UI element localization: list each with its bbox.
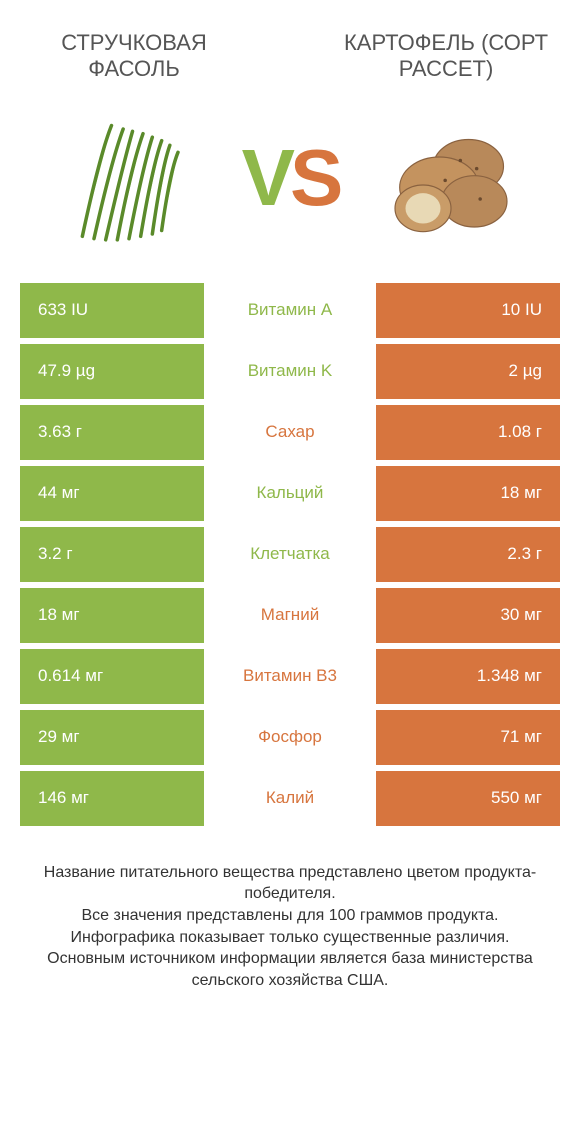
value-left: 0.614 мг (20, 649, 204, 704)
nutrient-label: Витамин B3 (204, 649, 377, 704)
nutrient-label: Магний (204, 588, 377, 643)
table-row: 633 IUВитамин A10 IU (20, 283, 560, 338)
footer-text: Название питательного вещества представл… (0, 832, 580, 992)
value-left: 146 мг (20, 771, 204, 826)
value-right: 18 мг (376, 466, 560, 521)
table-row: 3.63 гСахар1.08 г (20, 405, 560, 460)
nutrient-label: Клетчатка (204, 527, 377, 582)
value-left: 44 мг (20, 466, 204, 521)
vs-v: V (242, 133, 290, 222)
value-left: 633 IU (20, 283, 204, 338)
vs-label: VS (242, 132, 339, 224)
table-row: 47.9 µgВитамин K2 µg (20, 344, 560, 399)
vs-s: S (290, 133, 338, 222)
nutrient-label: Фосфор (204, 710, 377, 765)
green-beans-icon (30, 103, 228, 253)
table-row: 44 мгКальций18 мг (20, 466, 560, 521)
table-row: 146 мгКалий550 мг (20, 771, 560, 826)
header: СТРУЧКОВАЯ ФАСОЛЬ КАРТОФЕЛЬ (СОРТ РАССЕТ… (0, 0, 580, 93)
nutrient-label: Калий (204, 771, 377, 826)
table-row: 0.614 мгВитамин B31.348 мг (20, 649, 560, 704)
value-left: 3.63 г (20, 405, 204, 460)
value-left: 18 мг (20, 588, 204, 643)
nutrient-label: Кальций (204, 466, 377, 521)
value-right: 2.3 г (376, 527, 560, 582)
table-row: 18 мгМагний30 мг (20, 588, 560, 643)
value-right: 2 µg (376, 344, 560, 399)
right-title: КАРТОФЕЛЬ (СОРТ РАССЕТ) (342, 30, 550, 83)
value-right: 71 мг (376, 710, 560, 765)
value-right: 1.08 г (376, 405, 560, 460)
nutrient-label: Витамин A (204, 283, 377, 338)
table-row: 3.2 гКлетчатка2.3 г (20, 527, 560, 582)
value-right: 30 мг (376, 588, 560, 643)
left-title: СТРУЧКОВАЯ ФАСОЛЬ (30, 30, 238, 83)
table-row: 29 мгФосфор71 мг (20, 710, 560, 765)
potato-icon (352, 103, 550, 253)
value-left: 29 мг (20, 710, 204, 765)
value-left: 3.2 г (20, 527, 204, 582)
nutrition-table: 633 IUВитамин A10 IU 47.9 µgВитамин K2 µg… (0, 283, 580, 826)
images-row: VS (0, 93, 580, 283)
value-right: 10 IU (376, 283, 560, 338)
value-right: 1.348 мг (376, 649, 560, 704)
value-left: 47.9 µg (20, 344, 204, 399)
nutrient-label: Сахар (204, 405, 377, 460)
value-right: 550 мг (376, 771, 560, 826)
nutrient-label: Витамин K (204, 344, 377, 399)
